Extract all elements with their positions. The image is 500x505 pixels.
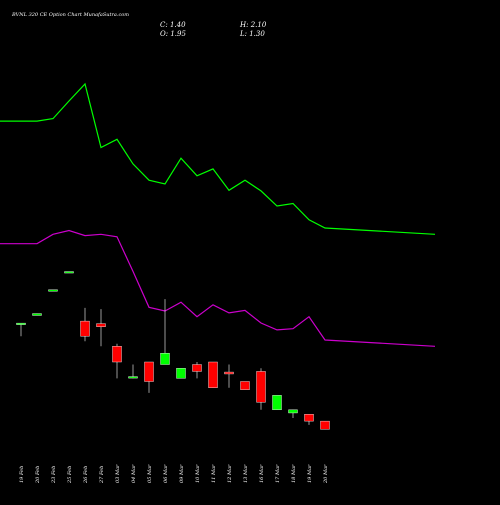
candle xyxy=(64,271,74,274)
candle-body xyxy=(320,420,330,430)
candle xyxy=(96,309,106,347)
candle-body xyxy=(128,376,138,379)
candle xyxy=(32,313,42,316)
candle-body xyxy=(32,313,42,316)
x-tick-label: 10 Mar xyxy=(195,464,201,483)
candles xyxy=(16,271,330,430)
candle xyxy=(176,368,186,379)
close-label: C: 1.40 xyxy=(160,21,186,29)
x-tick-label: 17 Mar xyxy=(275,464,281,483)
candle-body xyxy=(192,364,202,372)
x-axis-ticks: 19 Feb 20 Feb 23 Feb 25 Feb 26 Feb 27 Feb 03 M… xyxy=(19,464,329,484)
ma-line-2 xyxy=(0,229,436,347)
x-tick-label: 12 Mar xyxy=(227,464,233,483)
x-tick-label: 11 Mar xyxy=(211,464,217,483)
x-tick-label: 19 Mar xyxy=(307,464,313,483)
candle xyxy=(208,361,218,388)
x-tick-label: 20 Mar xyxy=(323,464,329,484)
x-tick-label: 16 Mar xyxy=(259,464,265,483)
candle-body xyxy=(16,322,26,325)
x-tick-label: 25 Feb xyxy=(67,466,73,484)
x-tick-label: 03 Mar xyxy=(115,464,121,483)
candle xyxy=(80,307,90,342)
candle xyxy=(16,322,26,337)
candle-body xyxy=(224,371,234,375)
moving-average-lines xyxy=(0,82,436,347)
candle xyxy=(304,414,314,425)
candle-body xyxy=(288,409,298,414)
candle-body xyxy=(256,371,266,403)
candle-body xyxy=(96,323,106,327)
chart-title: BVNL 320 CE Option Chart MunafaSutra.com xyxy=(11,12,129,18)
candle xyxy=(240,381,250,390)
candle-body xyxy=(176,368,186,379)
candle-body xyxy=(80,320,90,337)
x-tick-label: 19 Feb xyxy=(19,466,25,483)
candle xyxy=(224,364,234,388)
candle xyxy=(48,289,58,292)
candle-body xyxy=(208,361,218,388)
x-tick-label: 27 Feb xyxy=(99,466,105,484)
x-tick-label: 20 Feb xyxy=(35,466,41,484)
x-tick-label: 26 Feb xyxy=(83,466,89,484)
candle-body xyxy=(160,352,170,365)
candle xyxy=(288,409,298,418)
candle-body xyxy=(144,361,154,382)
candle-body xyxy=(48,289,58,292)
candle xyxy=(144,361,154,393)
x-tick-label: 13 Mar xyxy=(243,464,249,483)
candle-body xyxy=(304,414,314,422)
x-tick-label: 06 Mar xyxy=(163,464,169,483)
x-tick-label: 18 Mar xyxy=(291,464,297,483)
candle xyxy=(320,420,330,430)
candle xyxy=(272,395,282,411)
x-tick-label: 05 Mar xyxy=(147,464,153,483)
x-tick-label: 04 Mar xyxy=(131,464,137,483)
ma-line-1 xyxy=(0,82,436,235)
candle xyxy=(256,368,266,410)
candle-body xyxy=(112,346,122,363)
open-label: O: 1.95 xyxy=(160,30,186,38)
candle-body xyxy=(64,271,74,274)
x-tick-label: 23 Feb xyxy=(51,466,57,484)
candle xyxy=(160,299,170,365)
high-label: H: 2.10 xyxy=(239,21,267,29)
low-label: L: 1.30 xyxy=(239,30,265,38)
candle xyxy=(128,364,138,379)
candle xyxy=(112,343,122,379)
candle xyxy=(192,362,202,379)
x-tick-label: 09 Mar xyxy=(179,464,185,483)
candle-body xyxy=(240,381,250,390)
candle-body xyxy=(272,395,282,411)
